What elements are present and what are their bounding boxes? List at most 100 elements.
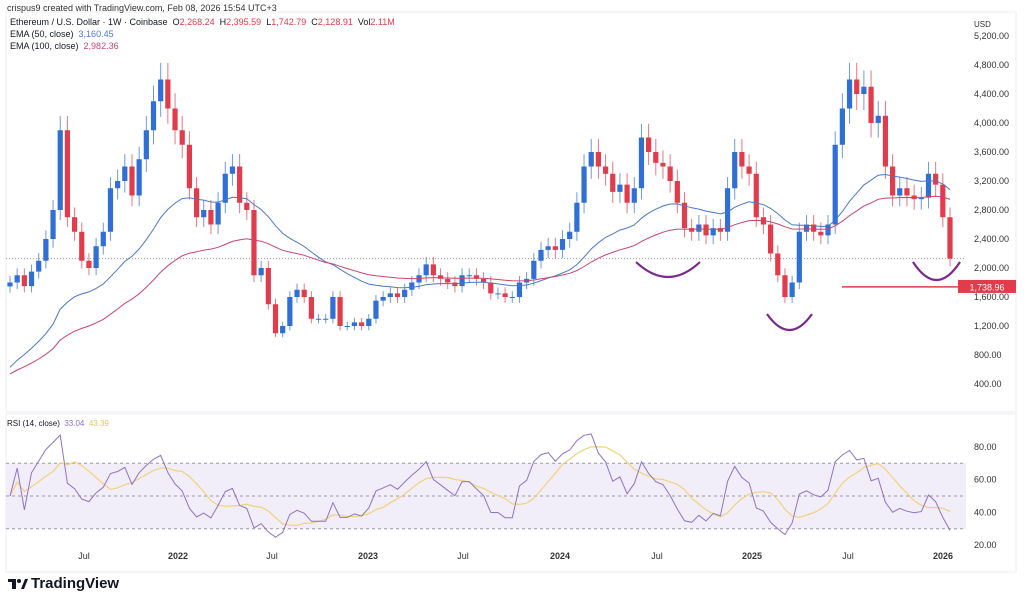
candle bbox=[674, 169, 680, 214]
candle bbox=[610, 161, 616, 203]
candle-body bbox=[323, 318, 329, 320]
candle-body bbox=[244, 202, 250, 210]
candle bbox=[631, 177, 637, 214]
candle-body bbox=[811, 224, 817, 232]
open-label: O bbox=[172, 17, 180, 27]
candle bbox=[624, 173, 630, 214]
rsi-legend[interactable]: RSI (14, close) 33.04 43.39 bbox=[7, 419, 109, 428]
rounded-bottom-arc bbox=[912, 261, 961, 281]
candle bbox=[351, 317, 358, 331]
candle bbox=[789, 275, 795, 303]
price-axis-tick: 1,200.00 bbox=[974, 321, 1009, 331]
candle bbox=[940, 173, 946, 228]
candle bbox=[861, 70, 867, 110]
candle bbox=[933, 161, 939, 197]
candle-body bbox=[301, 289, 307, 297]
candle-body bbox=[423, 264, 429, 276]
candle bbox=[473, 268, 480, 286]
candle bbox=[811, 215, 817, 241]
candle-body bbox=[495, 293, 501, 295]
candle-body bbox=[746, 166, 752, 174]
candle-body bbox=[897, 188, 903, 196]
candle bbox=[14, 268, 20, 290]
ema100-value: 2,982.36 bbox=[83, 41, 119, 51]
candle-body bbox=[846, 79, 853, 109]
rsi-axis-tick: 80.00 bbox=[974, 442, 997, 452]
candle-body bbox=[940, 184, 946, 218]
candle bbox=[832, 131, 838, 234]
support-level-badge bbox=[958, 279, 1016, 293]
candle-body bbox=[667, 166, 673, 181]
candle-body bbox=[717, 228, 723, 232]
candle bbox=[409, 275, 415, 296]
candle-body bbox=[538, 249, 544, 261]
candle-body bbox=[689, 228, 695, 232]
candle bbox=[86, 253, 92, 276]
candle-body bbox=[947, 217, 953, 259]
candle-body bbox=[925, 173, 932, 198]
candle bbox=[681, 192, 688, 238]
candle bbox=[746, 154, 752, 186]
candle-body bbox=[201, 210, 207, 218]
candle bbox=[660, 150, 666, 179]
candle-body bbox=[789, 282, 795, 297]
candle bbox=[646, 123, 652, 166]
candle bbox=[143, 116, 149, 172]
candle bbox=[602, 154, 609, 186]
candle-body bbox=[64, 130, 71, 218]
candle bbox=[753, 161, 759, 228]
candle-body bbox=[36, 260, 42, 272]
candle-body bbox=[466, 275, 472, 277]
candle bbox=[638, 123, 645, 200]
candle-body bbox=[588, 152, 594, 167]
candle bbox=[344, 321, 350, 331]
candle-body bbox=[294, 289, 300, 297]
candle bbox=[768, 215, 774, 262]
candle bbox=[165, 62, 171, 124]
price-axis-tick: 3,600.00 bbox=[974, 147, 1009, 157]
candle bbox=[21, 268, 27, 293]
ema50-legend[interactable]: EMA (50, close) 3,160.45 bbox=[10, 29, 114, 39]
tradingview-logo[interactable]: TradingView bbox=[8, 575, 119, 592]
candle bbox=[115, 169, 121, 200]
candle bbox=[717, 218, 723, 241]
rsi-label: RSI (14, close) bbox=[7, 419, 60, 428]
candle bbox=[272, 298, 279, 338]
symbol-legend: Ethereum / U.S. Dollar · 1W · Coinbase O… bbox=[10, 17, 395, 27]
candle bbox=[803, 215, 810, 241]
time-axis-tick: Jul bbox=[266, 551, 278, 561]
candle bbox=[359, 317, 365, 331]
candle-body bbox=[143, 130, 149, 160]
candle-body bbox=[882, 115, 889, 167]
candle-body bbox=[918, 197, 924, 200]
created-by: crispus9 created with TradingView.com, F… bbox=[7, 3, 277, 13]
candle-body bbox=[394, 293, 401, 297]
price-axis-tick: 2,400.00 bbox=[974, 234, 1009, 244]
candle-body bbox=[904, 188, 910, 196]
candle-body bbox=[739, 152, 745, 167]
candle-body bbox=[595, 152, 601, 167]
candle-body bbox=[473, 275, 480, 279]
candle bbox=[839, 93, 845, 159]
candle bbox=[559, 230, 566, 259]
price-pane-border bbox=[5, 11, 1017, 413]
candle bbox=[402, 283, 408, 303]
candle bbox=[947, 207, 953, 267]
candle bbox=[732, 138, 738, 200]
candle-body bbox=[107, 188, 114, 232]
candle bbox=[71, 207, 78, 241]
ema100-legend[interactable]: EMA (100, close) 2,982.36 bbox=[10, 41, 119, 51]
candle-body bbox=[732, 152, 738, 189]
candle bbox=[122, 154, 128, 193]
candle bbox=[373, 295, 379, 324]
candle bbox=[502, 287, 508, 303]
candle-body bbox=[158, 79, 164, 102]
candle bbox=[782, 268, 788, 303]
candle-body bbox=[337, 297, 343, 326]
candle bbox=[251, 199, 257, 283]
candle-body bbox=[696, 224, 702, 232]
price-axis-tick: 2,000.00 bbox=[974, 263, 1009, 273]
candle-body bbox=[825, 224, 831, 236]
candle-body bbox=[387, 293, 393, 297]
